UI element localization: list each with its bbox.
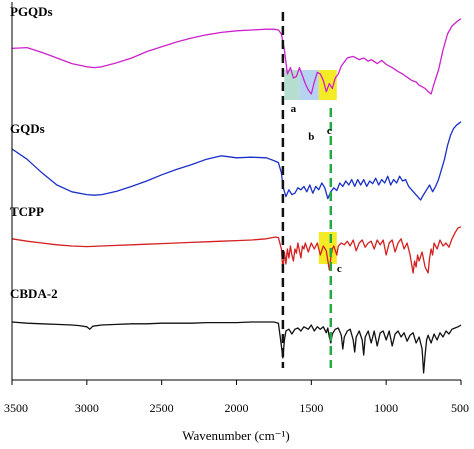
highlight-box [318,232,337,264]
spectra-series [11,18,462,374]
x-tick-label: 3000 [75,401,99,415]
annotations: a b c c [291,103,342,275]
highlight-box [318,70,337,100]
annotation-label: c [327,125,332,137]
series-line-tcpp [11,226,462,274]
series-label-cbda2: CBDA-2 [10,286,58,301]
series-label-pgqds: PGQDs [10,4,53,19]
series-label-tcpp: TCPP [10,204,44,219]
series-line-pgqds [11,18,462,95]
annotation-label: b [308,131,314,143]
x-tick-label: 2000 [225,401,249,415]
x-axis-label: Wavenumber (cm⁻¹) [182,428,290,443]
series-line-gqds [11,121,462,201]
series-label-gqds: GQDs [10,121,45,136]
x-ticks: 3500 3000 2500 2000 1500 1000 500 [4,380,469,415]
highlight-boxes [284,70,337,264]
series-line-cbda-2 [11,321,462,374]
annotation-label: c [337,263,342,275]
highlight-box [299,70,319,100]
x-tick-label: 1000 [374,401,398,415]
x-tick-label: 500 [451,401,469,415]
reference-lines [281,12,333,368]
x-tick-label: 1500 [299,401,323,415]
x-tick-label: 2500 [150,401,174,415]
annotation-label: a [291,103,297,115]
x-tick-label: 3500 [4,401,28,415]
